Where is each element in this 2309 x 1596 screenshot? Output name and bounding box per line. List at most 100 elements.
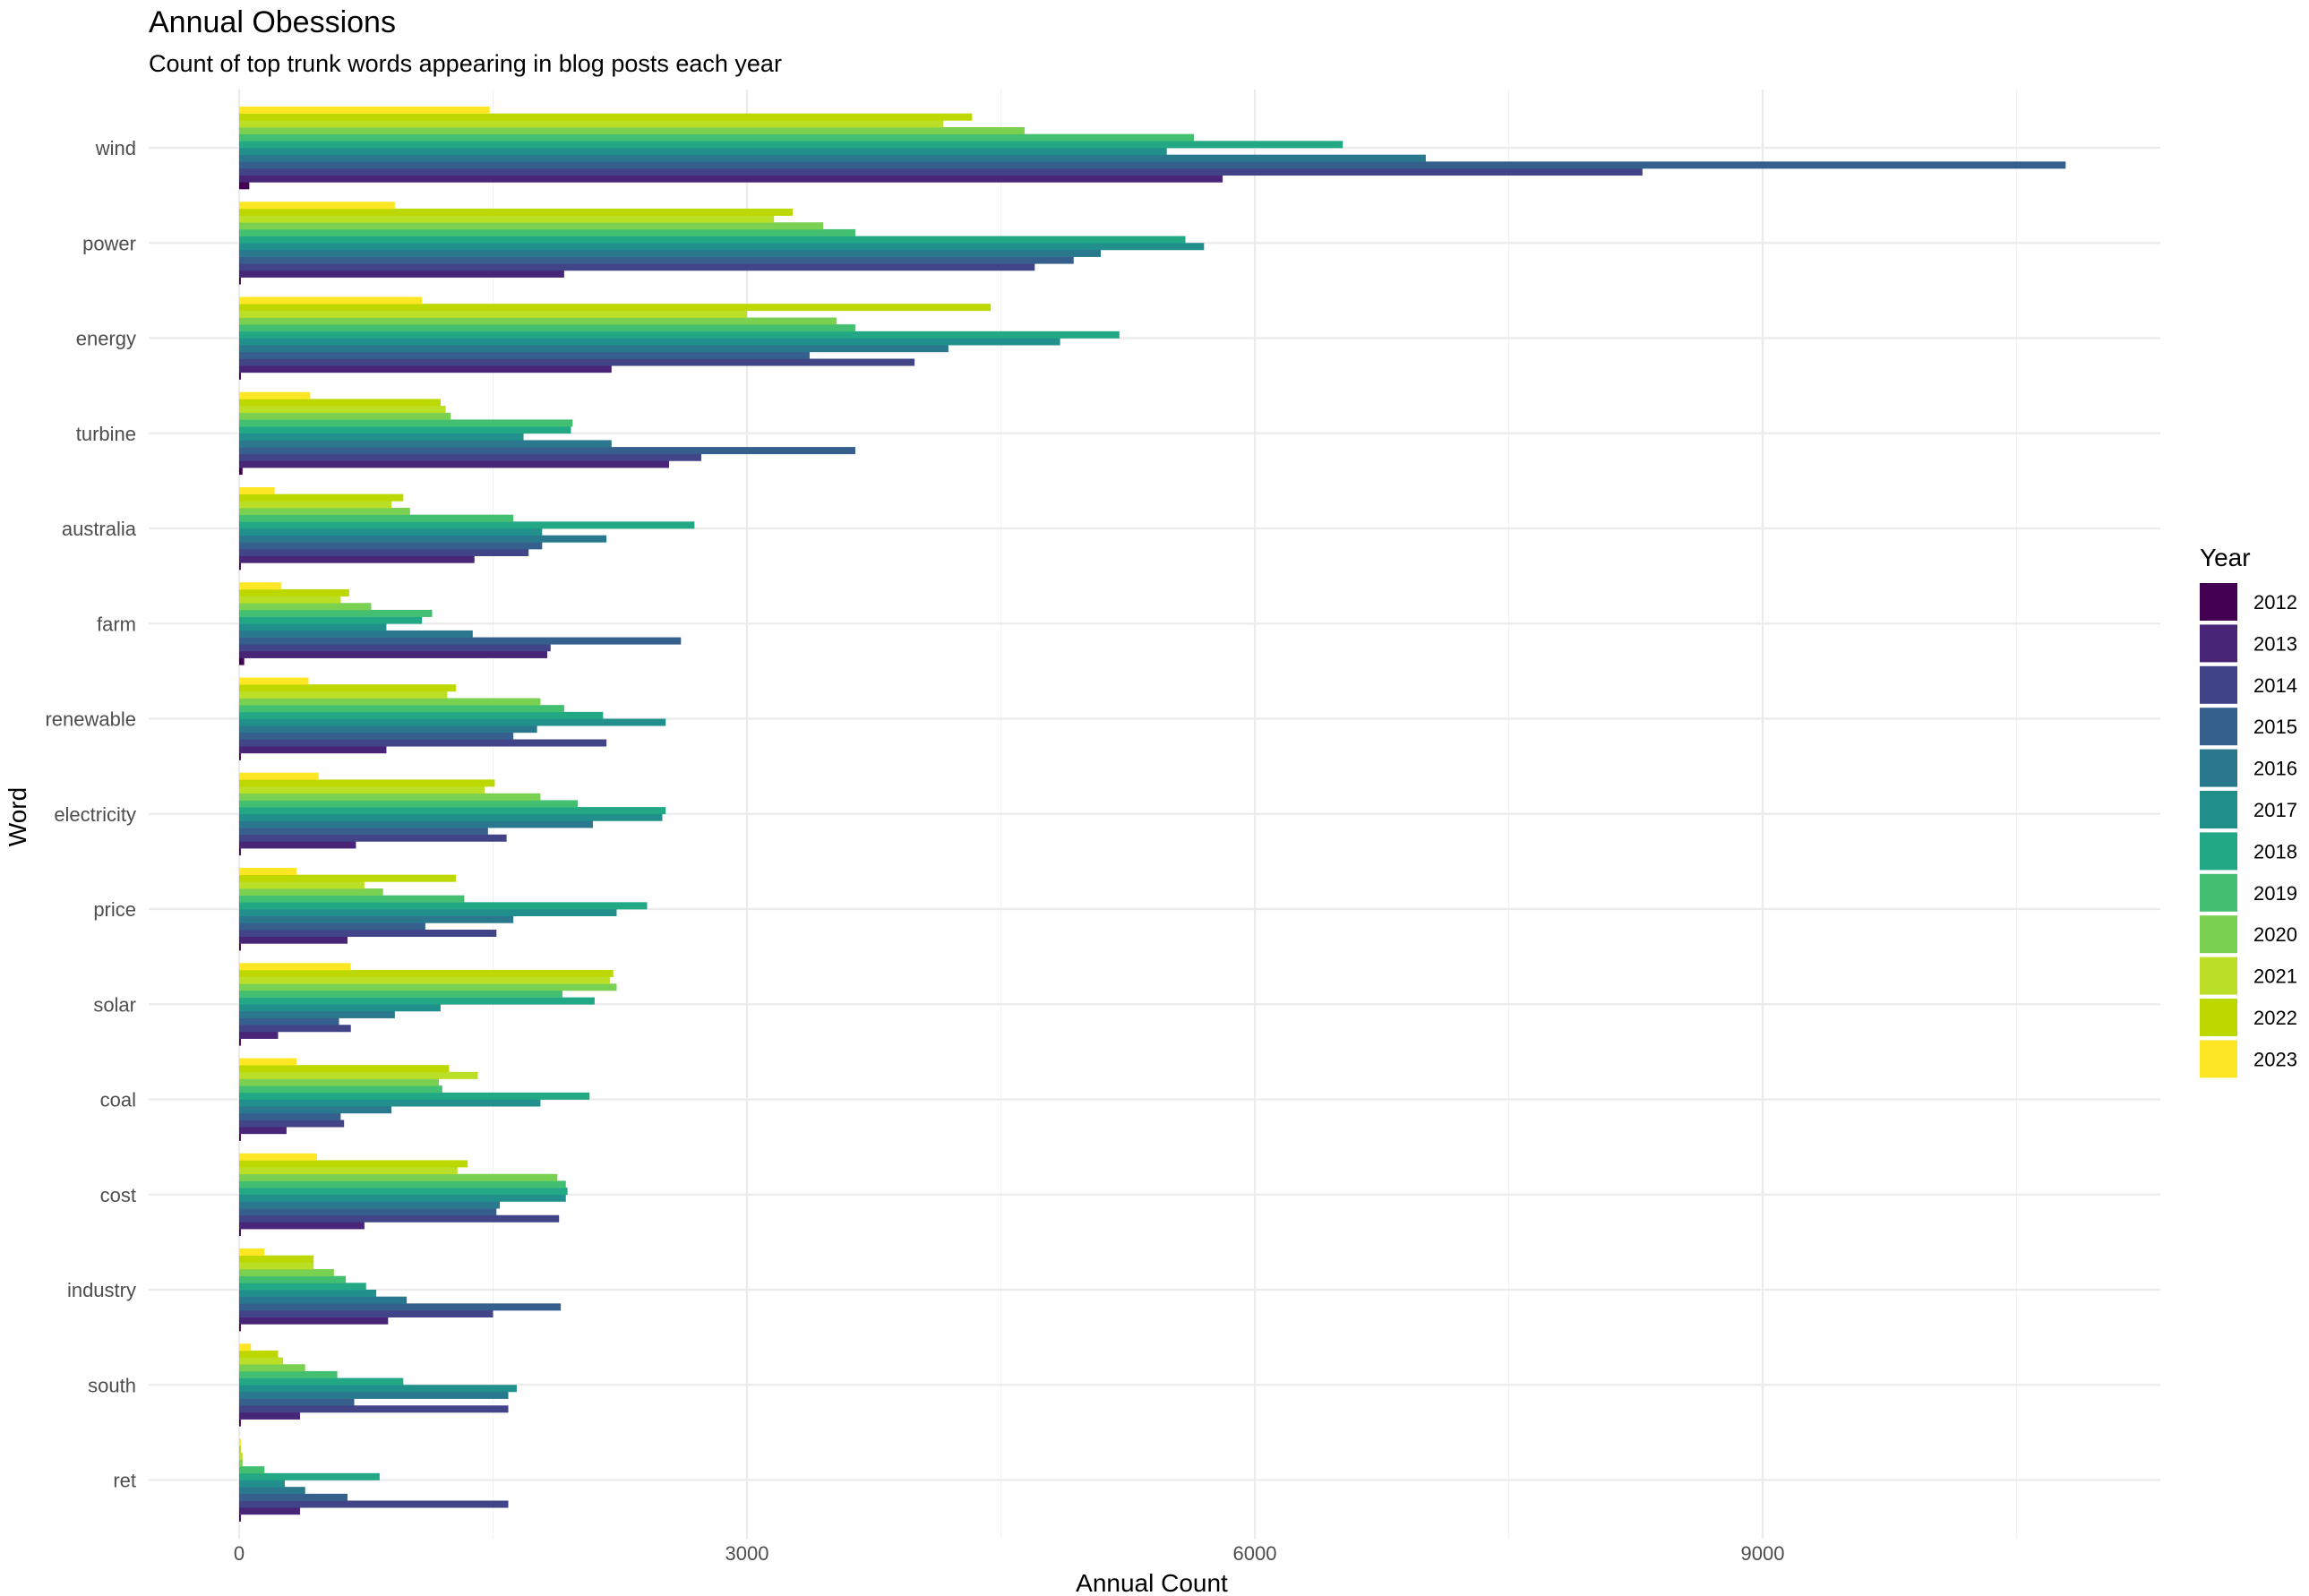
bar-cost-2016 — [239, 1201, 501, 1209]
bar-ret-2012 — [239, 1514, 241, 1522]
bar-price-2016 — [239, 915, 514, 923]
bar-industry-2014 — [239, 1310, 494, 1318]
legend-label-2012: 2012 — [2253, 591, 2297, 614]
bar-renewable-2017 — [239, 718, 666, 726]
bar-price-2018 — [239, 902, 648, 910]
bar-renewable-2019 — [239, 705, 564, 713]
bar-electricity-2018 — [239, 807, 666, 815]
y-tick-label: renewable — [45, 708, 136, 731]
bar-cost-2019 — [239, 1180, 566, 1188]
y-tick-label: australia — [62, 518, 137, 540]
bar-coal-2017 — [239, 1099, 541, 1107]
legend-label-2016: 2016 — [2253, 758, 2297, 780]
bar-electricity-2014 — [239, 834, 507, 842]
bar-farm-2022 — [239, 588, 349, 596]
legend-label-2015: 2015 — [2253, 716, 2297, 738]
bar-turbine-2019 — [239, 419, 573, 427]
legend-key-2017 — [2200, 791, 2237, 828]
y-tick-label: south — [88, 1374, 136, 1396]
legend-key-2022 — [2200, 999, 2237, 1036]
x-axis-title: Annual Count — [1076, 1569, 1228, 1596]
bar-solar-2022 — [239, 969, 614, 977]
y-tick-label: cost — [100, 1184, 136, 1206]
bar-renewable-2020 — [239, 698, 541, 706]
bar-price-2020 — [239, 888, 383, 897]
bar-industry-2019 — [239, 1275, 347, 1283]
bar-turbine-2023 — [239, 391, 311, 399]
bar-australia-2013 — [239, 555, 475, 563]
bar-south-2014 — [239, 1405, 509, 1413]
bar-wind-2020 — [239, 127, 1025, 135]
bar-australia-2017 — [239, 528, 543, 536]
bar-coal-2013 — [239, 1127, 287, 1135]
legend-label-2014: 2014 — [2253, 674, 2297, 697]
bar-australia-2018 — [239, 521, 695, 529]
legend-label-2020: 2020 — [2253, 923, 2297, 946]
legend-label-2013: 2013 — [2253, 632, 2297, 655]
legend-key-2016 — [2200, 749, 2237, 787]
bar-group-wind — [239, 107, 2066, 190]
bar-industry-2018 — [239, 1283, 366, 1291]
y-tick-label: coal — [100, 1089, 136, 1111]
legend-label-2019: 2019 — [2253, 882, 2297, 905]
bar-turbine-2018 — [239, 426, 571, 434]
bar-coal-2016 — [239, 1106, 392, 1114]
bar-group-cost — [239, 1153, 568, 1237]
bar-ret-2017 — [239, 1480, 286, 1488]
bar-group-ret — [239, 1438, 509, 1522]
bar-energy-2023 — [239, 296, 423, 305]
bar-renewable-2015 — [239, 732, 514, 740]
bar-coal-2021 — [239, 1071, 478, 1079]
bar-price-2023 — [239, 868, 297, 876]
bar-solar-2012 — [239, 1038, 241, 1046]
bar-group-farm — [239, 582, 682, 665]
legend-label-2023: 2023 — [2253, 1048, 2297, 1070]
bar-turbine-2015 — [239, 447, 855, 455]
bar-power-2023 — [239, 202, 395, 210]
bar-power-2020 — [239, 222, 824, 230]
legend-key-2014 — [2200, 665, 2237, 704]
bar-electricity-2015 — [239, 828, 488, 836]
bar-wind-2016 — [239, 154, 1426, 162]
bar-solar-2017 — [239, 1004, 441, 1012]
bar-power-2012 — [239, 277, 241, 285]
bar-cost-2023 — [239, 1153, 317, 1161]
bar-australia-2012 — [239, 562, 241, 571]
bar-australia-2020 — [239, 508, 410, 516]
bar-group-industry — [239, 1248, 562, 1332]
chart-title: Annual Obessions — [149, 5, 396, 39]
bar-energy-2017 — [239, 338, 1060, 346]
legend-label-2018: 2018 — [2253, 840, 2297, 862]
bar-solar-2019 — [239, 990, 562, 998]
bar-ret-2021 — [239, 1452, 243, 1460]
bar-price-2022 — [239, 874, 456, 882]
bar-turbine-2013 — [239, 460, 670, 468]
bar-power-2018 — [239, 236, 1186, 244]
bar-wind-2013 — [239, 175, 1223, 183]
legend-key-2018 — [2200, 832, 2237, 871]
bar-renewable-2018 — [239, 711, 604, 719]
bar-cost-2018 — [239, 1188, 568, 1196]
bar-solar-2016 — [239, 1010, 395, 1018]
legend-key-2020 — [2200, 915, 2237, 954]
y-axis-title: Word — [4, 787, 31, 846]
bar-farm-2013 — [239, 650, 547, 658]
bar-south-2022 — [239, 1350, 279, 1358]
bar-energy-2021 — [239, 310, 747, 318]
bar-south-2013 — [239, 1412, 301, 1420]
bar-cost-2017 — [239, 1194, 566, 1202]
bar-solar-2021 — [239, 976, 610, 984]
x-tick-label: 0 — [234, 1542, 245, 1565]
bar-solar-2015 — [239, 1017, 339, 1025]
bar-electricity-2016 — [239, 820, 594, 828]
bar-renewable-2014 — [239, 739, 607, 747]
bar-group-renewable — [239, 677, 666, 760]
x-tick-label: 9000 — [1741, 1542, 1785, 1565]
y-tick-label: wind — [95, 137, 136, 159]
bar-ret-2018 — [239, 1472, 380, 1480]
bar-energy-2015 — [239, 351, 810, 359]
bar-price-2012 — [239, 943, 241, 951]
legend-key-2019 — [2200, 873, 2237, 912]
bar-electricity-2019 — [239, 800, 578, 808]
